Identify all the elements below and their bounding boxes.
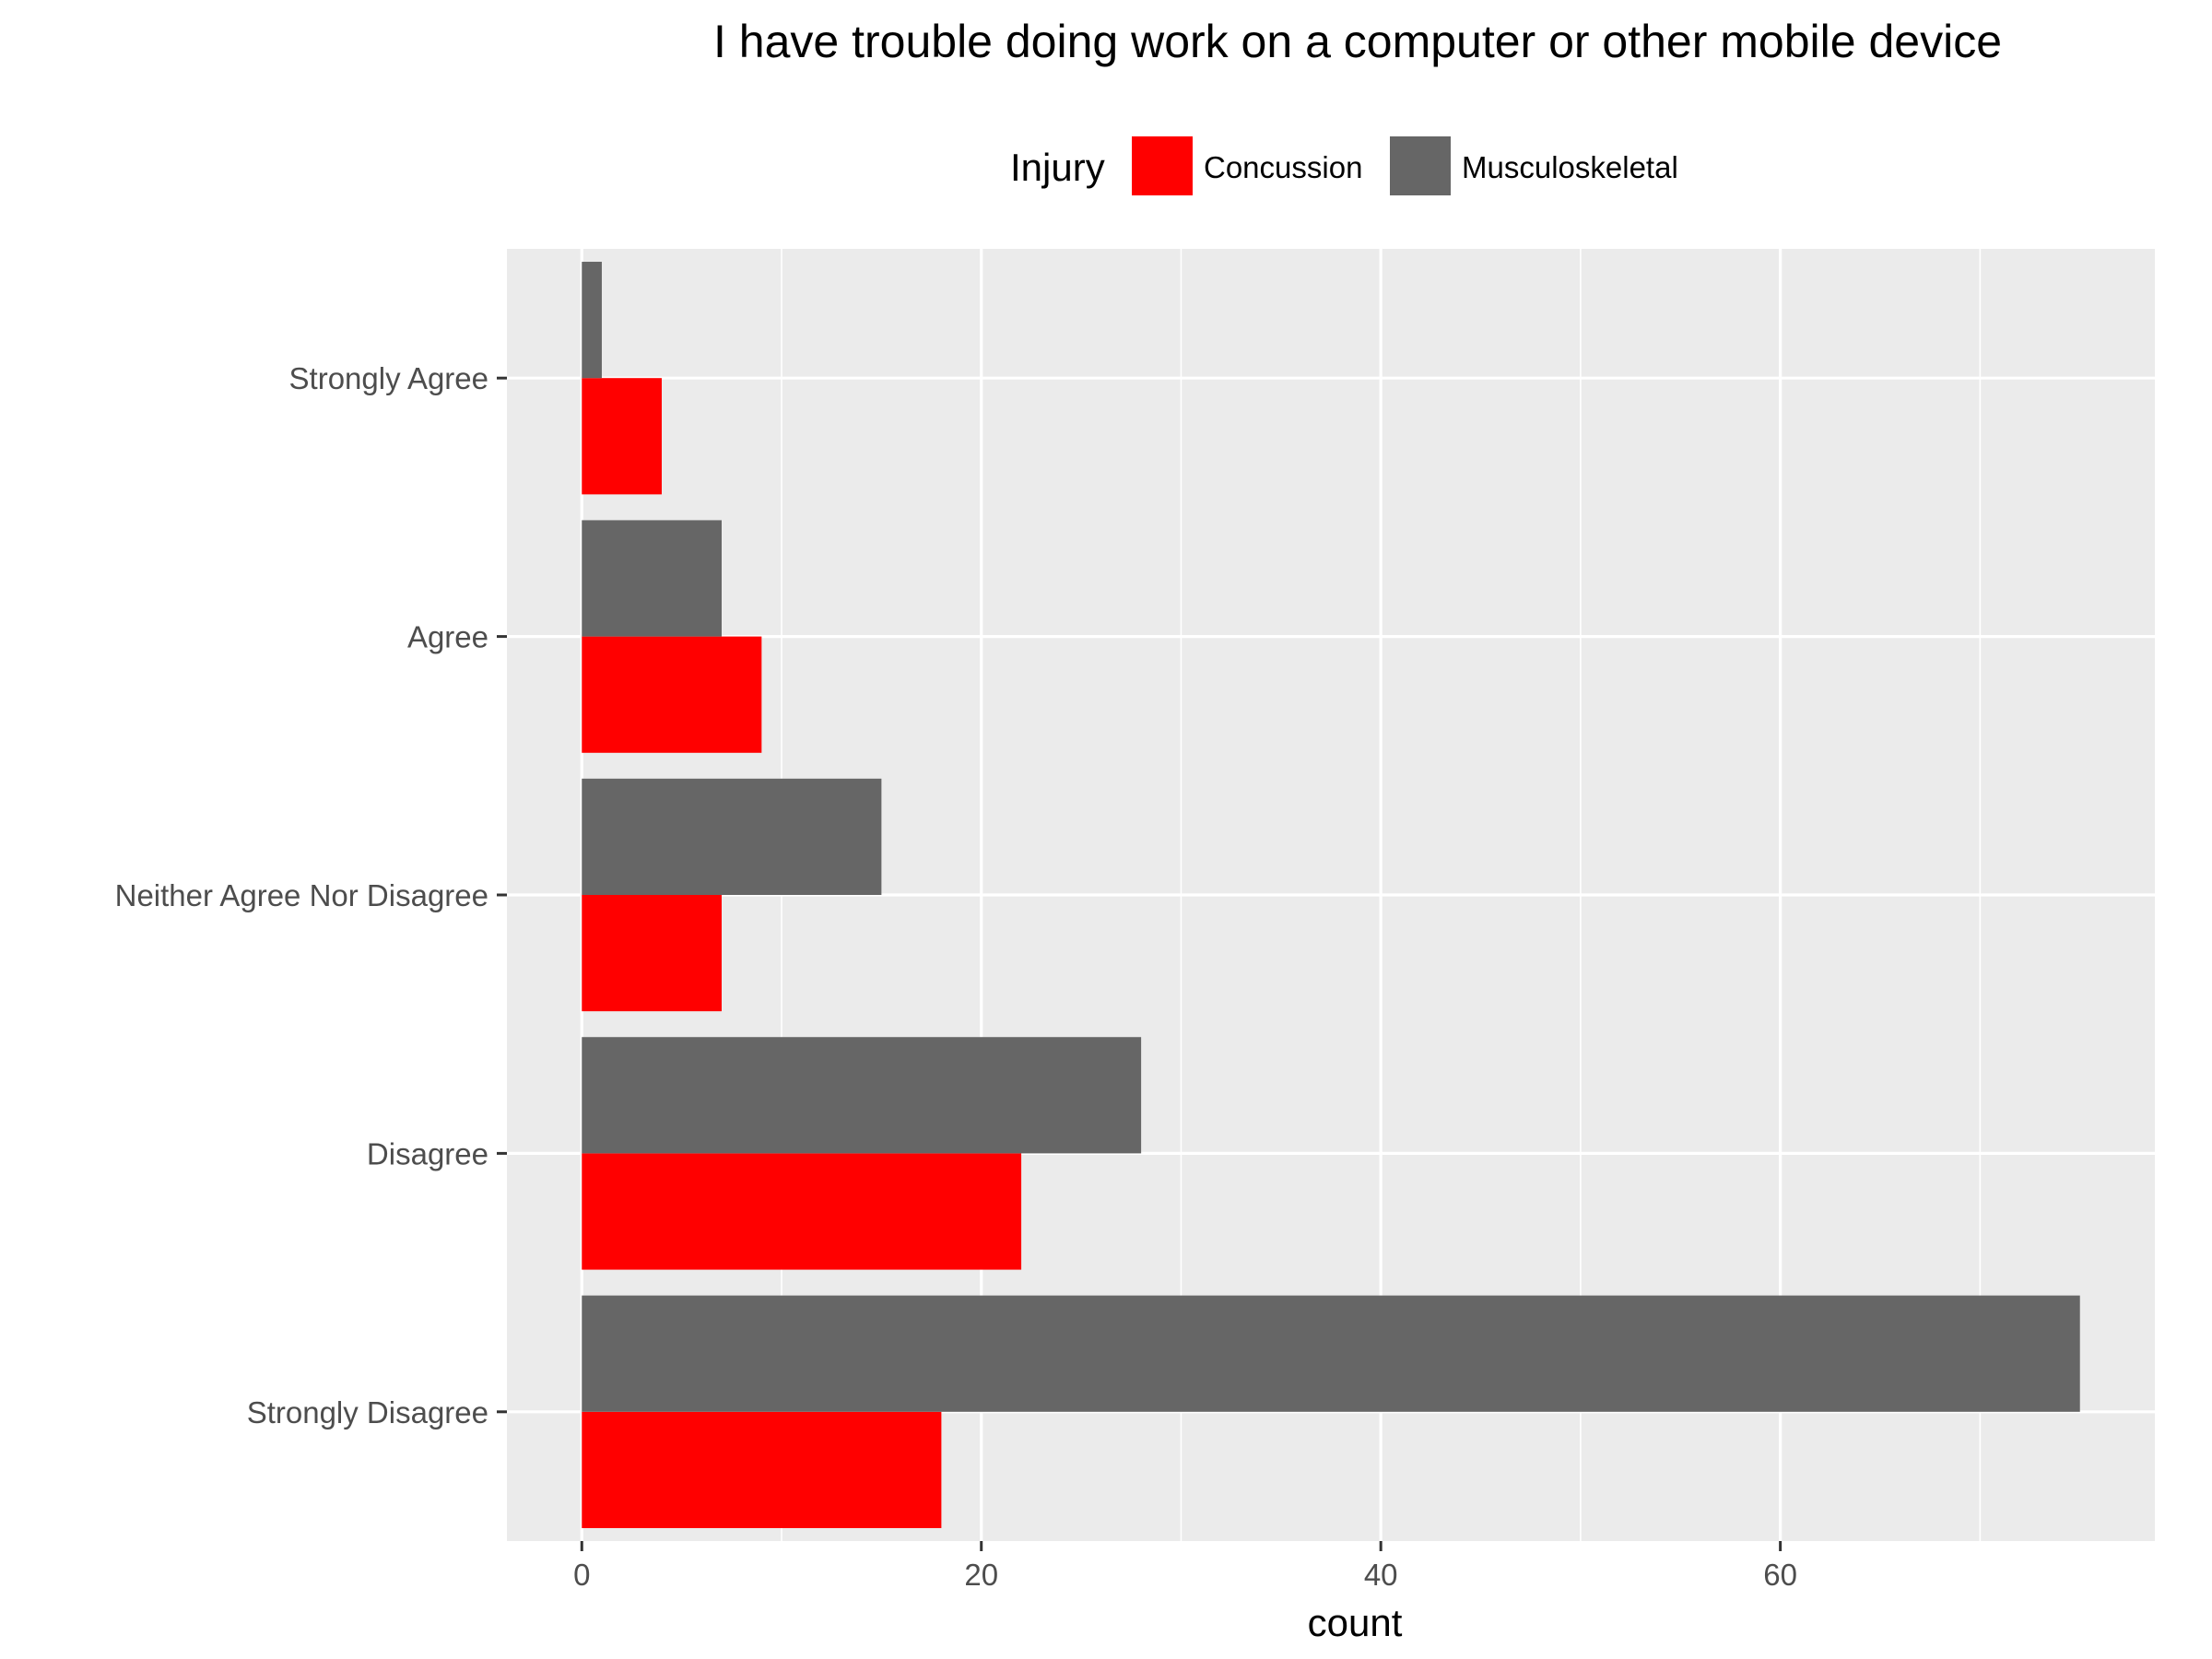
bar-musculoskeletal-strongly-disagree [582, 1295, 2080, 1412]
x-axis-title: count [1308, 1601, 1403, 1644]
x-tick-label: 40 [1364, 1558, 1398, 1592]
y-tick-label: Neither Agree Nor Disagree [115, 878, 488, 912]
legend-key-concussion [1132, 136, 1193, 195]
legend-label-concussion: Concussion [1204, 150, 1362, 184]
y-tick-label: Disagree [367, 1136, 488, 1171]
chart-title: I have trouble doing work on a computer … [713, 16, 2002, 67]
y-tick-label: Agree [407, 620, 488, 654]
bar-concussion-strongly-disagree [582, 1411, 942, 1528]
y-axis: Strongly Agree Agree Neither Agree Nor Dis… [115, 361, 507, 1430]
bar-concussion-neither-agree-nor-disagree [582, 895, 722, 1012]
y-tick-label: Strongly Disagree [247, 1395, 488, 1430]
y-tick-label: Strongly Agree [289, 361, 488, 395]
legend-key-musculoskeletal [1390, 136, 1451, 195]
x-axis: 0 20 40 60 [573, 1541, 1797, 1592]
bar-concussion-agree [582, 636, 762, 753]
x-tick-label: 20 [964, 1558, 998, 1592]
x-tick-label: 0 [573, 1558, 590, 1592]
legend: Injury Concussion Musculoskeletal [1010, 136, 1678, 195]
legend-title: Injury [1010, 146, 1105, 189]
bar-concussion-strongly-agree [582, 378, 662, 495]
bar-musculoskeletal-agree [582, 520, 722, 637]
x-tick-label: 60 [1763, 1558, 1797, 1592]
bar-concussion-disagree [582, 1153, 1022, 1270]
bar-musculoskeletal-neither-agree-nor-disagree [582, 778, 882, 895]
bars [582, 262, 2080, 1528]
bar-musculoskeletal-strongly-agree [582, 262, 602, 379]
bar-musculoskeletal-disagree [582, 1037, 1142, 1154]
legend-label-musculoskeletal: Musculoskeletal [1462, 150, 1678, 184]
